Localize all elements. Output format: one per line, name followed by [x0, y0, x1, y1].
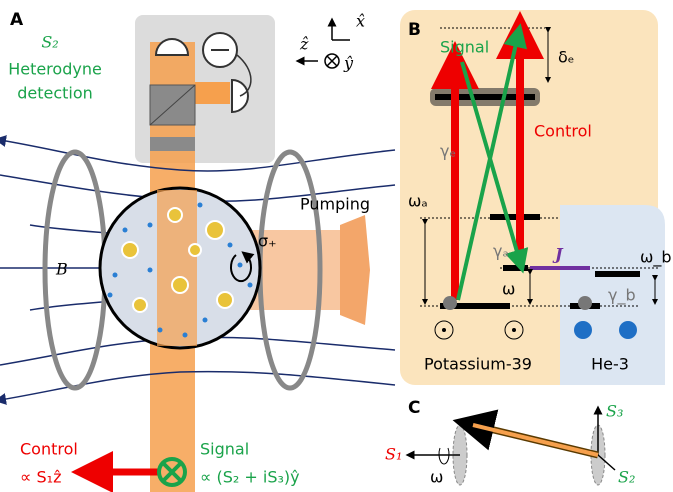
- detection-label: detection: [17, 84, 93, 103]
- polarization-label: σ₊: [258, 232, 277, 251]
- control-label: Control: [20, 440, 78, 459]
- species-label: Potassium-39: [424, 355, 532, 374]
- axis-label: ŷ: [343, 54, 354, 73]
- panel-a: A S₂ Heterodyne detection Pumping B σ₊ x…: [0, 10, 395, 492]
- pump-label: Pumping: [300, 195, 370, 214]
- delta-e: δₑ: [558, 48, 574, 67]
- axis-cross: [327, 56, 337, 66]
- level: [490, 214, 540, 220]
- atom: [578, 296, 592, 310]
- figure: A S₂ Heterodyne detection Pumping B σ₊ x…: [0, 0, 673, 492]
- gamma-e: γₑ: [440, 142, 456, 161]
- level: [503, 265, 528, 271]
- signal-label: Signal: [200, 440, 249, 459]
- omega-label: ω: [430, 468, 443, 487]
- spin: [512, 328, 516, 332]
- signal-expr: ∝ (S₂ + iS₃)ŷ: [200, 468, 300, 487]
- control-expr: ∝ S₁ẑ: [20, 468, 61, 487]
- s1-label: S₁: [385, 445, 402, 464]
- s2-label: S₂: [618, 468, 635, 487]
- s3-label: S₃: [606, 402, 623, 421]
- detection-label: Heterodyne: [8, 60, 102, 79]
- gamma-a: γₐ: [493, 242, 509, 261]
- field-label: B: [55, 260, 68, 279]
- control-label: Control: [534, 122, 592, 141]
- pump-laser: [340, 215, 370, 325]
- panel-label: C: [408, 398, 420, 418]
- gamma-b: γ_b: [608, 286, 636, 306]
- panel-c: C S₃ S₁ S₂ ω: [385, 398, 635, 487]
- signal-label: Signal: [440, 38, 489, 57]
- waveplate: [150, 137, 195, 151]
- page: A S₂ Heterodyne detection Pumping B σ₊ x…: [0, 0, 673, 492]
- panel-label: A: [10, 10, 24, 30]
- axis-label: x̂: [356, 12, 365, 31]
- stokes-vector: [473, 425, 598, 455]
- he-level: [595, 271, 640, 277]
- omega-a: ωₐ: [408, 192, 428, 211]
- he-spin: [574, 321, 592, 339]
- rotation: [439, 448, 449, 464]
- axis-label: ẑ: [299, 35, 309, 54]
- panel-b: B Signal Control δₑ γₑ ωₐ γₐ J ω_b γ_b ω…: [400, 10, 672, 385]
- he-spin: [619, 321, 637, 339]
- spin: [442, 328, 446, 332]
- omega-b: ω_b: [640, 248, 672, 268]
- panel-label: B: [408, 20, 421, 40]
- split-beam: [195, 82, 230, 104]
- atom: [443, 296, 457, 310]
- species-label: He-3: [591, 355, 629, 374]
- detection-symbol: S₂: [41, 33, 58, 52]
- omega: ω: [502, 280, 515, 299]
